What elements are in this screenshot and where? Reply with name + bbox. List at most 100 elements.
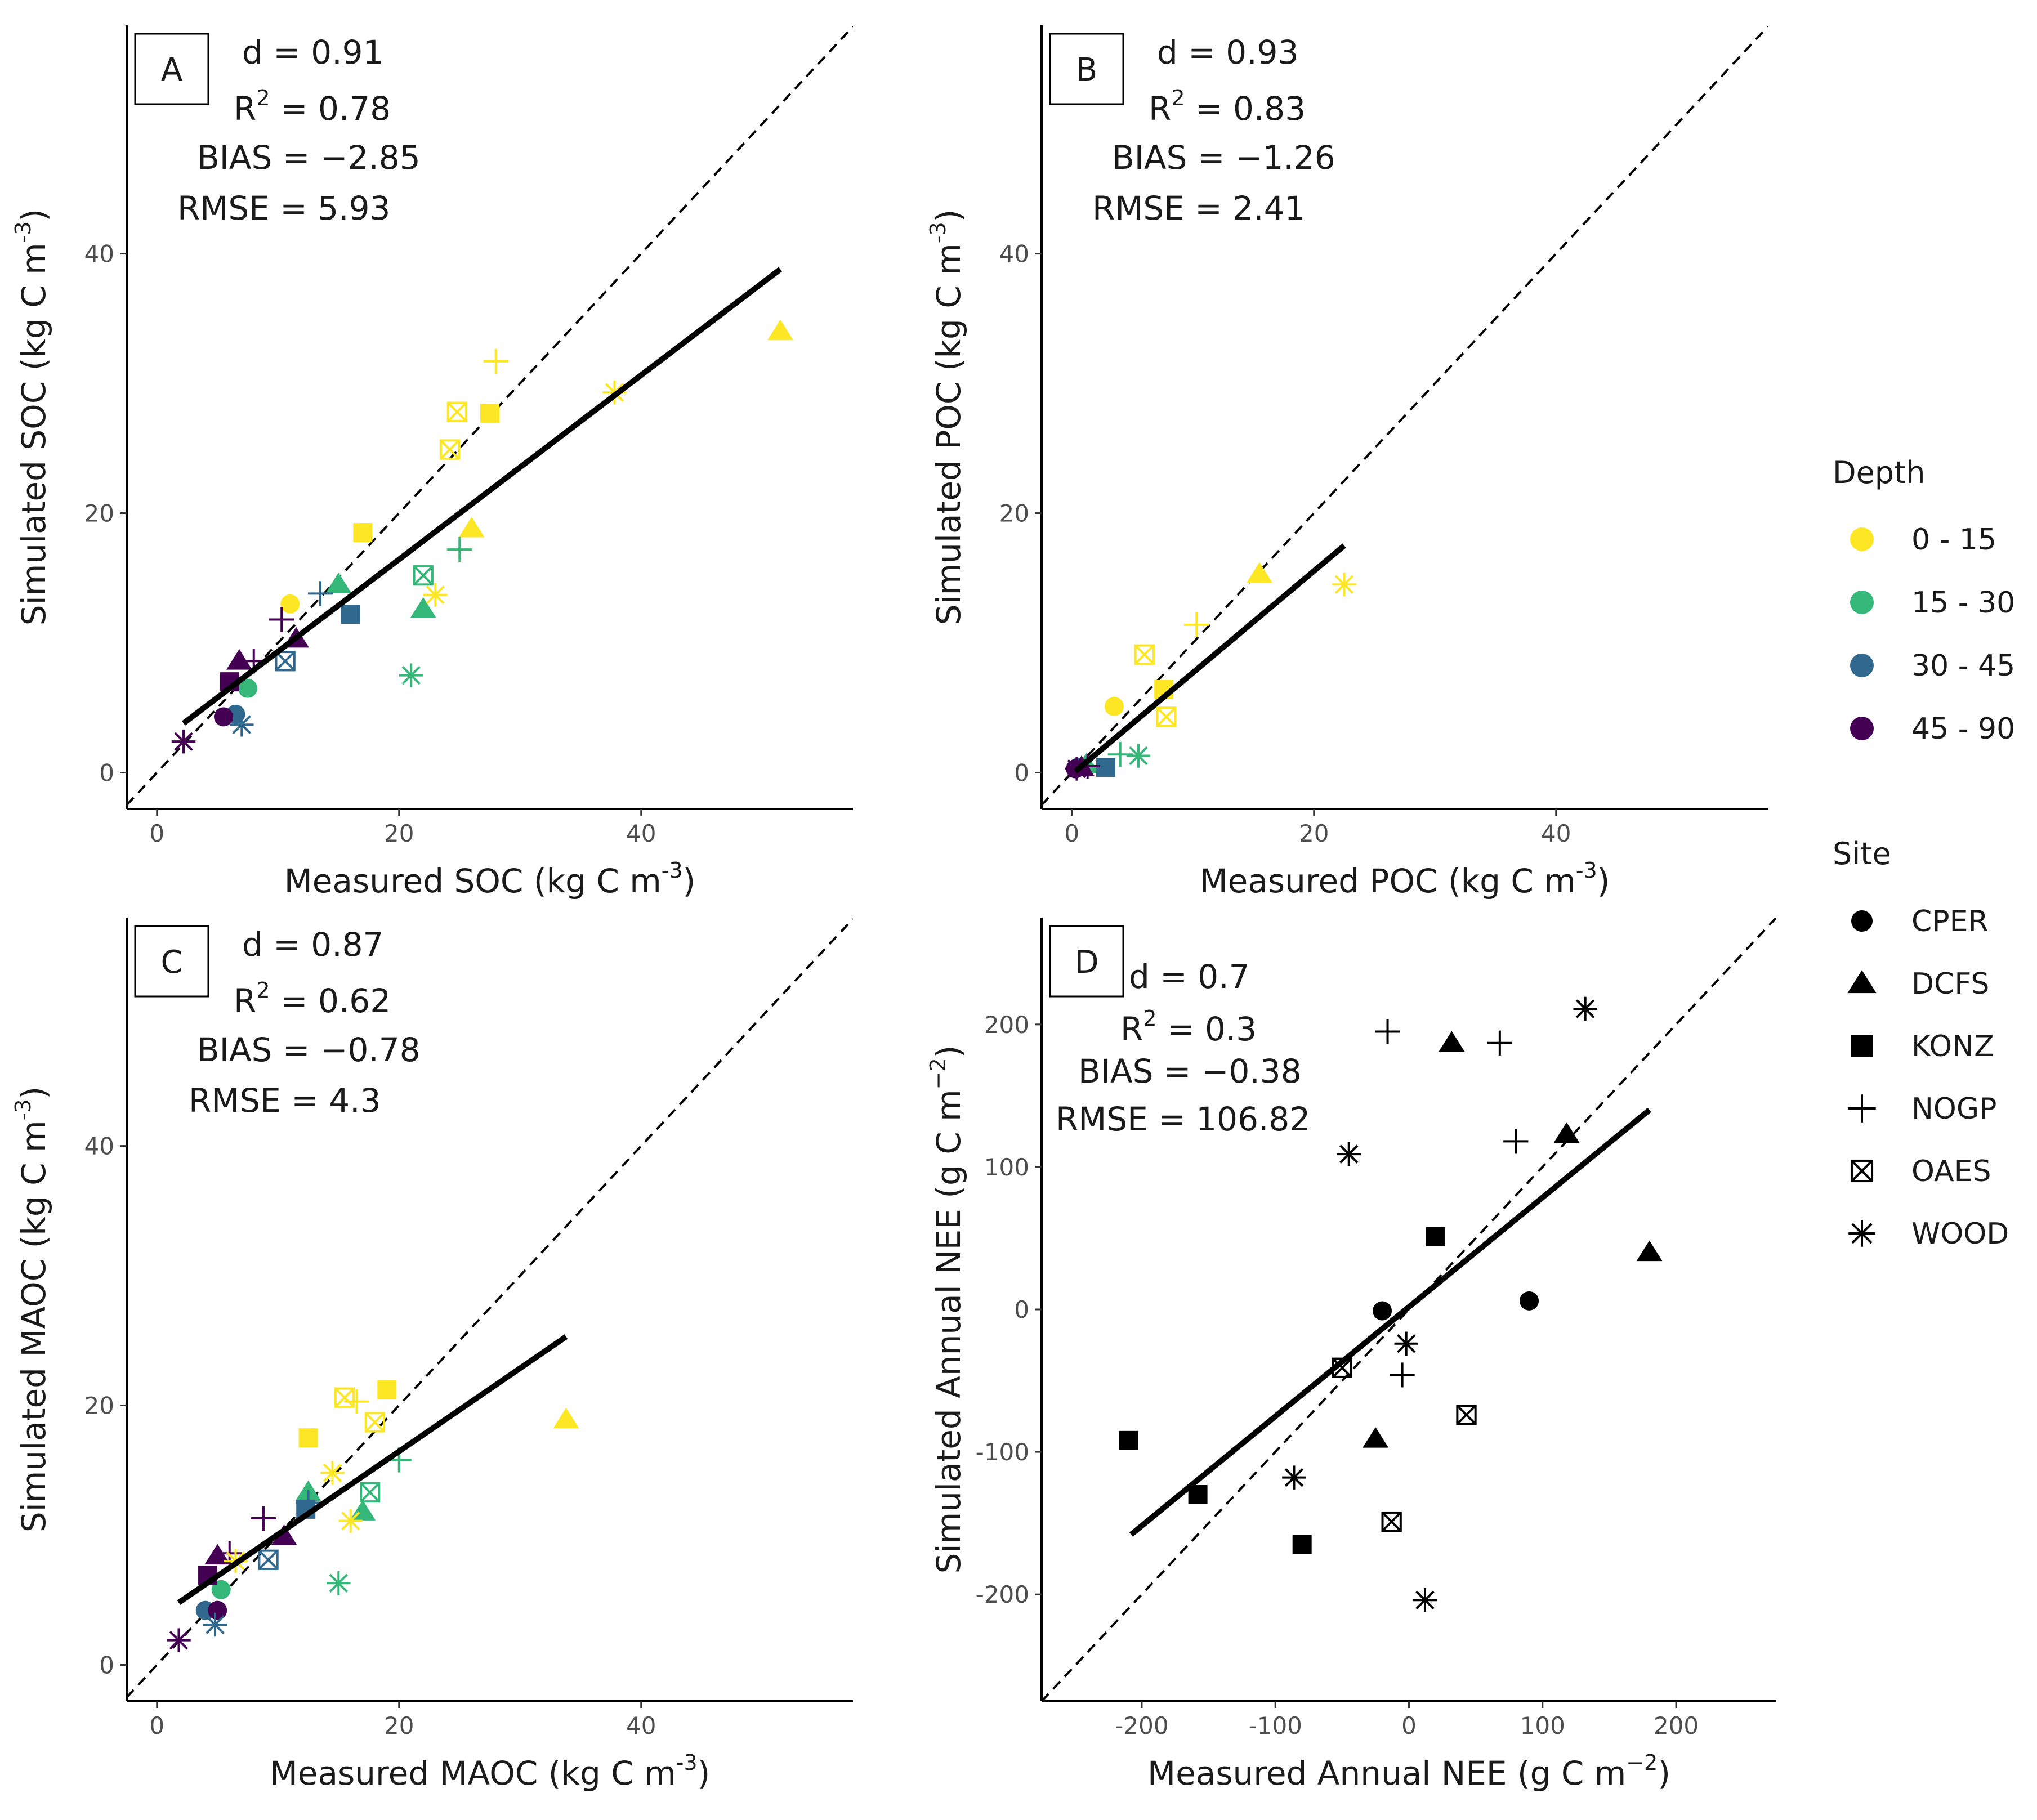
- y-tick-label: 40: [999, 240, 1029, 268]
- panel-label: D: [1074, 944, 1098, 981]
- legend: Depth 0 - 15 15 - 30 30 - 45 45 - 90 Site C…: [1833, 455, 2015, 1251]
- panel-label-box: [134, 33, 209, 105]
- data-point-square: [1096, 758, 1115, 777]
- data-point-square: [377, 1380, 397, 1399]
- legend-site-symbol-boxx: [1850, 1159, 1874, 1183]
- legend-depth-title: Depth: [1833, 455, 1925, 490]
- data-point-boxx: [364, 1412, 385, 1433]
- data-point-square: [1292, 1535, 1312, 1554]
- x-tick-label: 0: [1401, 1712, 1417, 1739]
- data-point-asterisk: [171, 729, 196, 754]
- data-point-asterisk: [338, 1509, 363, 1533]
- legend-site-label: DCFS: [1911, 967, 1989, 1001]
- legend-site-label: WOOD: [1911, 1217, 2009, 1251]
- data-point-square: [341, 605, 360, 624]
- x-axis-label: Measured SOC (kg C m-3): [284, 858, 696, 900]
- data-point-boxx: [258, 1549, 279, 1570]
- data-point-boxx: [413, 565, 434, 586]
- data-point-plus: [1390, 1362, 1415, 1388]
- stat-d: d = 0.91: [242, 33, 383, 71]
- y-tick-label: 0: [1014, 1296, 1029, 1323]
- data-point-plus: [1375, 1019, 1400, 1044]
- data-point-square: [1426, 1227, 1445, 1246]
- data-point-plus: [483, 348, 508, 374]
- regression-line: [182, 267, 783, 726]
- data-point-triangle: [226, 649, 252, 670]
- stat-rmse: RMSE = 5.93: [177, 189, 390, 227]
- y-tick-label: 20: [84, 500, 114, 527]
- data-point-circle: [238, 678, 257, 698]
- y-tick-label: 100: [984, 1153, 1029, 1181]
- data-point-circle: [1373, 1301, 1392, 1321]
- legend-site-item: NOGP: [1848, 1092, 1996, 1126]
- panel-label-box: [1049, 925, 1124, 998]
- y-tick-label: -100: [976, 1438, 1029, 1466]
- data-point-triangle: [458, 516, 485, 538]
- data-point-asterisk: [1332, 573, 1356, 597]
- legend-site-item: KONZ: [1851, 1030, 1994, 1063]
- x-tick-label: 40: [626, 820, 656, 847]
- data-point-plus: [1107, 742, 1133, 767]
- stat-rmse: RMSE = 106.82: [1056, 1100, 1310, 1138]
- x-tick-label: 40: [626, 1712, 656, 1739]
- data-point-circle: [1105, 696, 1124, 716]
- data-point-circle: [280, 594, 300, 614]
- legend-site-symbol-asterisk: [1848, 1220, 1875, 1247]
- data-point-boxx: [334, 1387, 355, 1408]
- data-point-asterisk: [1337, 1142, 1361, 1166]
- y-tick-label: 0: [99, 1651, 114, 1679]
- data-point-plus: [269, 607, 294, 632]
- data-point-triangle: [1636, 1240, 1663, 1262]
- data-point-triangle: [1247, 562, 1272, 583]
- data-point-boxx: [1134, 644, 1155, 665]
- x-tick-label: 20: [384, 1712, 414, 1739]
- data-point-triangle: [767, 319, 793, 341]
- data-point-boxx: [439, 439, 461, 460]
- stat-rmse: RMSE = 2.41: [1092, 189, 1305, 227]
- x-tick-label: 100: [1520, 1712, 1565, 1739]
- panel-label: A: [161, 52, 182, 88]
- one-to-one-line: [1042, 918, 1776, 1701]
- y-tick-label: 20: [84, 1392, 114, 1420]
- legend-site-symbol-plus: [1848, 1094, 1876, 1123]
- data-points: [171, 319, 793, 754]
- x-tick-label: 200: [1654, 1712, 1699, 1739]
- data-point-asterisk: [167, 1628, 191, 1652]
- data-point-plus: [307, 581, 333, 606]
- data-point-boxx: [1456, 1405, 1477, 1425]
- data-point-square: [1119, 1430, 1138, 1450]
- legend-depth-swatch: [1850, 717, 1874, 740]
- data-points: [167, 1380, 579, 1652]
- one-to-one-line: [127, 918, 853, 1698]
- data-point-triangle: [1553, 1122, 1580, 1143]
- y-tick-label: 0: [1014, 759, 1029, 786]
- data-point-asterisk: [230, 712, 254, 737]
- data-point-plus: [251, 1505, 276, 1531]
- x-tick-label: -100: [1249, 1712, 1302, 1739]
- legend-site-symbol-square: [1851, 1035, 1873, 1057]
- legend-depth-swatch: [1850, 527, 1874, 551]
- stat-r2: R2 = 0.83: [1149, 86, 1306, 128]
- data-point-asterisk: [327, 1571, 351, 1595]
- y-tick-label: 0: [99, 759, 114, 786]
- legend-depth-label: 0 - 15: [1911, 523, 1996, 557]
- data-point-triangle: [271, 1524, 297, 1545]
- data-point-boxx: [446, 401, 468, 422]
- data-point-plus: [1184, 612, 1209, 637]
- x-tick-label: 0: [149, 1712, 164, 1739]
- y-tick-label: 200: [984, 1011, 1029, 1039]
- legend-depth-item: 30 - 45: [1850, 649, 2015, 683]
- y-tick-label: -200: [976, 1581, 1029, 1608]
- data-point-asterisk: [1394, 1331, 1418, 1356]
- data-point-asterisk: [399, 663, 423, 687]
- data-point-circle: [1520, 1291, 1539, 1311]
- panel-d: -200 -100 0 100 200 -200 -100 0 100 200 Measured A…: [926, 918, 1776, 1792]
- x-tick-label: 20: [1299, 820, 1329, 847]
- legend-depth-label: 30 - 45: [1911, 649, 2015, 683]
- y-axis-label: Simulated Annual NEE (g C m−2): [926, 1045, 968, 1574]
- data-point-asterisk: [1126, 744, 1151, 768]
- x-tick-label: 40: [1541, 820, 1571, 847]
- legend-depth-item: 0 - 15: [1850, 523, 1996, 557]
- stat-bias: BIAS = −1.26: [1112, 138, 1335, 177]
